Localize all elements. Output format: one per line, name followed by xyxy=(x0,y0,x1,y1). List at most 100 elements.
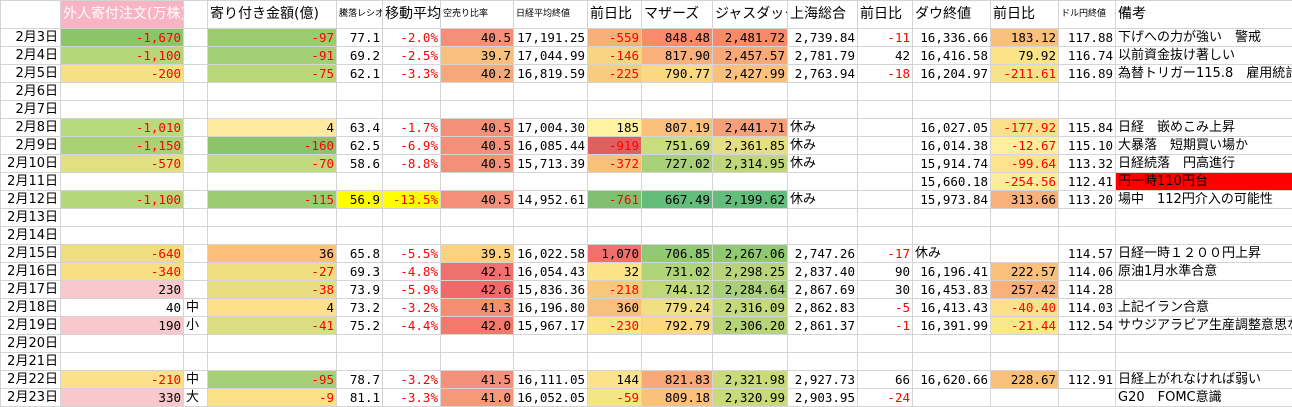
cell: -3.3% xyxy=(383,65,441,83)
cell: 2,927.73 xyxy=(788,371,858,389)
date-cell: 2月10日 xyxy=(1,155,61,173)
column-header: 寄り付き金額(億) xyxy=(208,1,337,29)
cell: -18 xyxy=(858,65,913,83)
cell: 117.88 xyxy=(1059,29,1116,47)
cell: 17,191.25 xyxy=(514,29,588,47)
column-header: 上海総合 xyxy=(788,1,858,29)
cell: 15,914.74 xyxy=(913,155,991,173)
cell: -99.64 xyxy=(991,155,1059,173)
cell: -570 xyxy=(61,155,184,173)
cell: 75.2 xyxy=(337,317,383,335)
cell: 744.12 xyxy=(642,281,713,299)
cell xyxy=(61,173,184,191)
data-row: 2月20日 xyxy=(1,335,1292,353)
cell: 113.20 xyxy=(1059,191,1116,209)
cell: 727.02 xyxy=(642,155,713,173)
cell xyxy=(788,335,858,353)
cell: 上記イラン合意 xyxy=(1116,299,1292,317)
cell xyxy=(61,227,184,245)
cell xyxy=(991,389,1059,407)
cell: 807.19 xyxy=(642,119,713,137)
cell: 休み xyxy=(788,191,858,209)
cell: -95 xyxy=(208,371,337,389)
cell: -211.61 xyxy=(991,65,1059,83)
cell: -230 xyxy=(588,317,642,335)
cell xyxy=(441,209,514,227)
cell: 小 xyxy=(184,317,208,335)
cell: -3.3% xyxy=(383,389,441,407)
cell xyxy=(713,353,788,371)
cell: 62.1 xyxy=(337,65,383,83)
cell: 2,747.26 xyxy=(788,245,858,263)
cell: 15,967.17 xyxy=(514,317,588,335)
cell: -13.5% xyxy=(383,191,441,209)
cell: -17 xyxy=(858,245,913,263)
cell xyxy=(441,335,514,353)
date-cell: 2月16日 xyxy=(1,263,61,281)
cell: 円一時110円台 xyxy=(1116,173,1292,191)
data-row: 2月21日 xyxy=(1,353,1292,371)
cell: -1 xyxy=(858,317,913,335)
cell xyxy=(913,353,991,371)
cell xyxy=(514,83,588,101)
cell: 2,903.95 xyxy=(788,389,858,407)
cell xyxy=(588,353,642,371)
cell xyxy=(337,83,383,101)
cell: 2,427.99 xyxy=(713,65,788,83)
cell: 779.24 xyxy=(642,299,713,317)
cell: 112.91 xyxy=(1059,371,1116,389)
column-header: 前日比 xyxy=(991,1,1059,29)
cell xyxy=(514,335,588,353)
cell: 2,267.06 xyxy=(713,245,788,263)
cell: 4 xyxy=(208,119,337,137)
cell: 2,441.71 xyxy=(713,119,788,137)
cell: -21.44 xyxy=(991,317,1059,335)
cell xyxy=(208,335,337,353)
column-header: ジャスダック xyxy=(713,1,788,29)
cell xyxy=(858,119,913,137)
cell: 73.9 xyxy=(337,281,383,299)
cell xyxy=(61,353,184,371)
date-cell: 2月17日 xyxy=(1,281,61,299)
cell: 2,862.83 xyxy=(788,299,858,317)
cell: 場中 112円介入の可能性 xyxy=(1116,191,1292,209)
cell: -1,010 xyxy=(61,119,184,137)
cell xyxy=(858,353,913,371)
cell xyxy=(588,101,642,119)
date-cell: 2月3日 xyxy=(1,29,61,47)
column-header: 移動平均 xyxy=(383,1,441,29)
cell xyxy=(642,227,713,245)
cell: 41.3 xyxy=(441,299,514,317)
cell: 79.92 xyxy=(991,47,1059,65)
cell xyxy=(1116,227,1292,245)
cell: 40.5 xyxy=(441,29,514,47)
column-header: 騰落レシオ xyxy=(337,1,383,29)
cell: -4.8% xyxy=(383,263,441,281)
cell xyxy=(713,173,788,191)
cell xyxy=(991,335,1059,353)
cell: -70 xyxy=(208,155,337,173)
cell xyxy=(208,173,337,191)
cell xyxy=(858,335,913,353)
cell: 日経一時１２００円上昇 xyxy=(1116,245,1292,263)
cell xyxy=(383,209,441,227)
cell: 112.54 xyxy=(1059,317,1116,335)
cell: 40.5 xyxy=(441,191,514,209)
cell xyxy=(441,101,514,119)
data-row: 2月13日 xyxy=(1,209,1292,227)
cell xyxy=(514,227,588,245)
cell: 58.6 xyxy=(337,155,383,173)
cell: 73.2 xyxy=(337,299,383,317)
cell: 751.69 xyxy=(642,137,713,155)
cell: 144 xyxy=(588,371,642,389)
cell xyxy=(788,101,858,119)
cell: 116.89 xyxy=(1059,65,1116,83)
cell xyxy=(713,227,788,245)
column-header: 空売り比率 xyxy=(441,1,514,29)
cell xyxy=(337,353,383,371)
